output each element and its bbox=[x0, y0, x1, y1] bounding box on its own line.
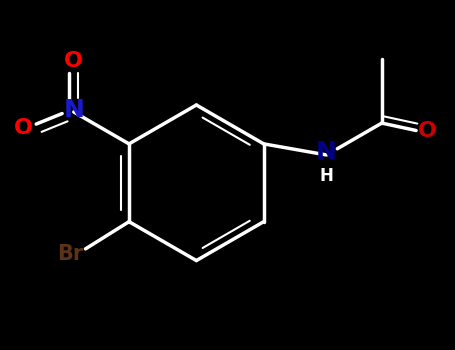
Text: O: O bbox=[14, 118, 33, 138]
Text: O: O bbox=[418, 120, 437, 140]
Text: N: N bbox=[316, 140, 337, 164]
Text: N: N bbox=[63, 98, 84, 122]
Text: H: H bbox=[319, 167, 334, 185]
Text: O: O bbox=[64, 51, 83, 71]
Text: Br: Br bbox=[57, 244, 83, 264]
